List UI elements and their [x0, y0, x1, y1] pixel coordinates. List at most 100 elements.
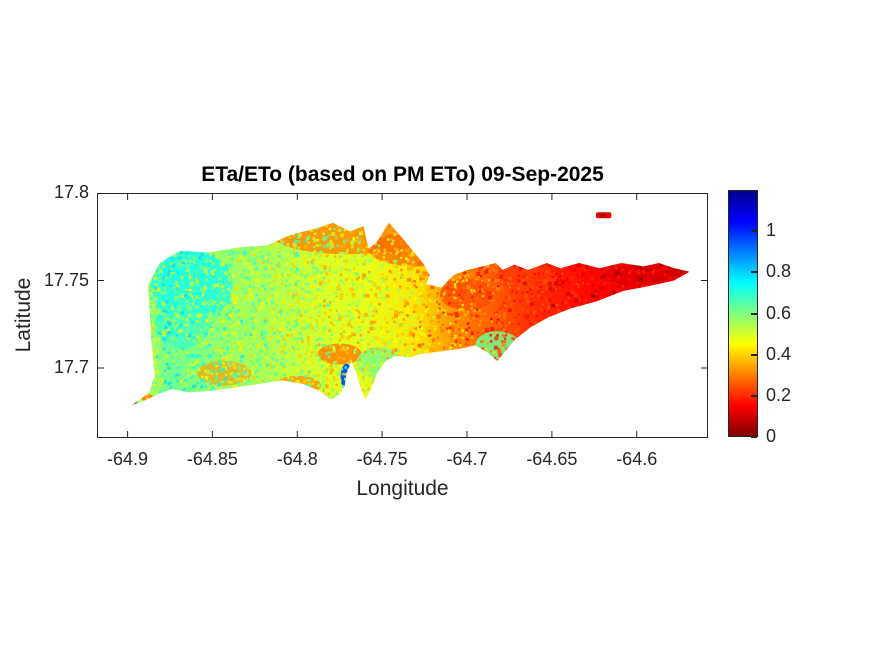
speckle-dot	[228, 354, 231, 357]
speckle-dot	[691, 389, 694, 392]
speckle-dot	[528, 363, 531, 366]
speckle-dot	[316, 322, 319, 325]
speckle-dot	[231, 240, 235, 243]
speckle-dot	[307, 219, 310, 222]
speckle-dot	[603, 282, 607, 285]
speckle-dot	[174, 375, 178, 378]
speckle-dot	[451, 278, 455, 282]
speckle-dot	[355, 304, 359, 307]
speckle-dot	[490, 359, 494, 362]
speckle-dot	[488, 252, 492, 256]
speckle-dot	[277, 286, 281, 289]
speckle-dot	[149, 401, 152, 404]
speckle-dot	[274, 310, 278, 314]
speckle-dot	[670, 259, 673, 262]
speckle-dot	[253, 331, 257, 334]
speckle-dot	[226, 253, 229, 257]
speckle-dot	[399, 403, 403, 405]
speckle-dot	[143, 217, 146, 220]
speckle-dot	[617, 240, 620, 243]
speckle-dot	[432, 399, 435, 402]
speckle-dot	[522, 337, 526, 340]
speckle-dot	[558, 398, 561, 401]
speckle-dot	[427, 334, 430, 337]
speckle-dot	[135, 232, 138, 235]
speckle-dot	[529, 322, 532, 326]
speckle-dot	[264, 354, 268, 357]
speckle-dot	[175, 401, 179, 404]
speckle-dot	[394, 321, 398, 325]
speckle-dot	[158, 234, 161, 237]
speckle-dot	[212, 222, 215, 223]
speckle-dot	[311, 351, 314, 354]
speckle-dot	[225, 301, 228, 305]
speckle-dot	[452, 291, 456, 294]
speckle-dot	[497, 351, 500, 354]
speckle-dot	[483, 263, 487, 267]
speckle-dot	[363, 295, 366, 298]
speckle-dot	[274, 272, 278, 275]
speckle-dot	[581, 242, 585, 246]
speckle-dot	[403, 235, 406, 238]
speckle-dot	[488, 258, 491, 261]
speckle-dot	[647, 348, 650, 351]
speckle-dot	[328, 327, 331, 330]
speckle-dot	[558, 252, 562, 255]
speckle-dot	[612, 261, 616, 264]
speckle-dot	[444, 285, 448, 288]
speckle-dot	[388, 269, 391, 273]
speckle-dot	[477, 242, 480, 245]
speckle-dot	[310, 294, 313, 297]
speckle-dot	[703, 378, 706, 381]
speckle-dot	[392, 381, 395, 385]
speckle-dot	[623, 232, 626, 235]
speckle-dot	[672, 323, 676, 326]
speckle-dot	[410, 336, 413, 340]
speckle-dot	[365, 276, 368, 280]
speckle-dot	[361, 248, 364, 251]
speckle-dot	[695, 306, 698, 309]
speckle-dot	[431, 370, 434, 373]
speckle-dot	[370, 288, 373, 291]
speckle-dot	[255, 373, 258, 376]
speckle-dot	[491, 278, 494, 281]
speckle-dot	[224, 231, 227, 234]
speckle-dot	[353, 368, 357, 371]
speckle-dot	[668, 338, 671, 341]
speckle-dot	[362, 390, 366, 393]
speckle-dot	[573, 269, 576, 272]
speckle-dot	[639, 282, 642, 285]
speckle-dot	[596, 261, 599, 264]
speckle-dot	[525, 402, 528, 405]
speckle-dot	[374, 284, 378, 288]
speckle-dot	[447, 330, 451, 333]
speckle-dot	[435, 239, 439, 242]
speckle-dot	[398, 396, 401, 399]
speckle-dot	[679, 385, 682, 389]
speckle-dot	[616, 391, 619, 394]
speckle-dot	[133, 228, 137, 231]
speckle-dot	[643, 292, 646, 296]
speckle-dot	[683, 271, 686, 275]
speckle-dot	[165, 392, 168, 396]
speckle-dot	[311, 370, 315, 374]
speckle-dot	[238, 343, 242, 347]
speckle-dot	[206, 394, 209, 397]
speckle-dot	[527, 234, 531, 237]
speckle-dot	[172, 360, 175, 363]
speckle-dot	[298, 383, 301, 386]
speckle-dot	[579, 252, 582, 256]
speckle-dot	[200, 355, 203, 358]
speckle-dot	[247, 345, 250, 349]
speckle-dot	[419, 280, 423, 283]
speckle-dot	[690, 340, 693, 343]
speckle-dot	[369, 274, 373, 277]
speckle-dot	[222, 225, 226, 229]
speckle-dot	[697, 335, 700, 338]
speckle-dot	[588, 354, 592, 357]
speckle-dot	[528, 384, 532, 387]
speckle-dot	[134, 291, 137, 294]
speckle-dot	[610, 277, 614, 280]
speckle-dot	[196, 319, 199, 323]
speckle-dot	[567, 281, 570, 284]
